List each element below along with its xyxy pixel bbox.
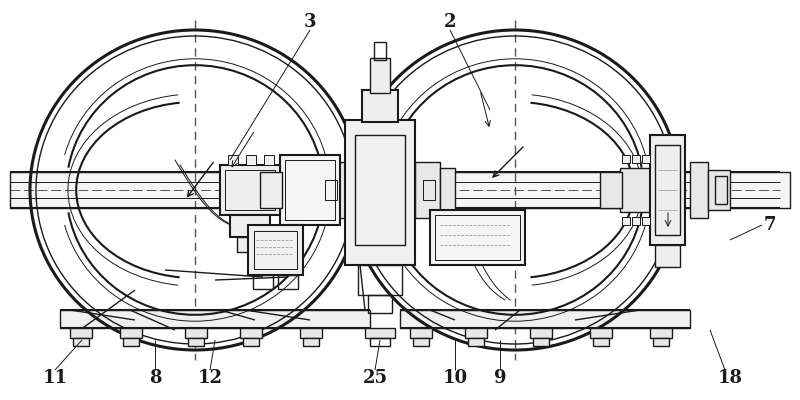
Bar	[530, 328, 552, 338]
Bar	[690, 162, 708, 218]
Bar	[620, 168, 652, 212]
Bar	[600, 172, 622, 208]
Bar	[622, 217, 630, 225]
Bar	[423, 180, 435, 200]
Bar	[230, 215, 270, 237]
Bar	[305, 168, 320, 212]
Bar	[430, 210, 525, 265]
Bar	[300, 328, 322, 338]
Text: 9: 9	[494, 369, 506, 387]
Bar	[655, 145, 680, 235]
Bar	[362, 90, 398, 122]
Text: 12: 12	[198, 369, 222, 387]
Text: 10: 10	[442, 369, 467, 387]
Bar	[650, 328, 672, 338]
Bar	[642, 155, 650, 163]
Bar	[355, 135, 405, 245]
Bar	[285, 160, 335, 220]
Bar	[220, 165, 280, 215]
Bar	[440, 168, 455, 212]
Bar	[368, 295, 392, 313]
Bar	[358, 265, 402, 295]
Text: 11: 11	[42, 369, 67, 387]
Bar	[253, 275, 273, 289]
Bar	[400, 310, 690, 328]
Text: 2: 2	[444, 13, 456, 31]
Bar	[278, 275, 298, 289]
Bar	[653, 338, 669, 346]
Bar	[593, 338, 609, 346]
Bar	[185, 328, 207, 338]
Text: 18: 18	[718, 369, 742, 387]
Bar	[413, 338, 429, 346]
Bar	[260, 172, 282, 208]
Bar	[10, 172, 790, 208]
Bar	[370, 58, 390, 93]
Text: 7: 7	[764, 216, 776, 234]
Bar	[225, 170, 275, 210]
Bar	[370, 338, 390, 346]
Bar	[650, 135, 685, 245]
Bar	[655, 245, 680, 267]
Bar	[303, 338, 319, 346]
Bar	[228, 155, 238, 165]
Bar	[264, 155, 274, 165]
Bar	[243, 338, 259, 346]
Bar	[465, 328, 487, 338]
Bar	[642, 217, 650, 225]
Bar	[533, 338, 549, 346]
Bar	[70, 328, 92, 338]
Bar	[246, 155, 256, 165]
Bar	[590, 328, 612, 338]
Text: 3: 3	[304, 13, 316, 31]
Bar	[468, 338, 484, 346]
Bar	[715, 176, 727, 204]
Bar	[248, 225, 303, 275]
Bar	[73, 338, 89, 346]
Bar	[415, 162, 440, 218]
Bar	[280, 155, 340, 225]
Bar	[237, 237, 263, 252]
Bar	[120, 328, 142, 338]
Bar	[60, 310, 370, 328]
Bar	[435, 215, 520, 260]
Bar	[632, 155, 640, 163]
Bar	[365, 328, 395, 338]
Bar	[410, 328, 432, 338]
Bar	[622, 155, 630, 163]
Bar	[345, 120, 415, 265]
Bar	[325, 180, 337, 200]
Bar	[188, 338, 204, 346]
Text: 8: 8	[149, 369, 162, 387]
Bar	[708, 170, 730, 210]
Bar	[632, 217, 640, 225]
Bar	[123, 338, 139, 346]
Bar	[254, 231, 297, 269]
Bar	[240, 328, 262, 338]
Bar	[320, 162, 345, 218]
Text: 25: 25	[362, 369, 387, 387]
Bar	[374, 42, 386, 60]
